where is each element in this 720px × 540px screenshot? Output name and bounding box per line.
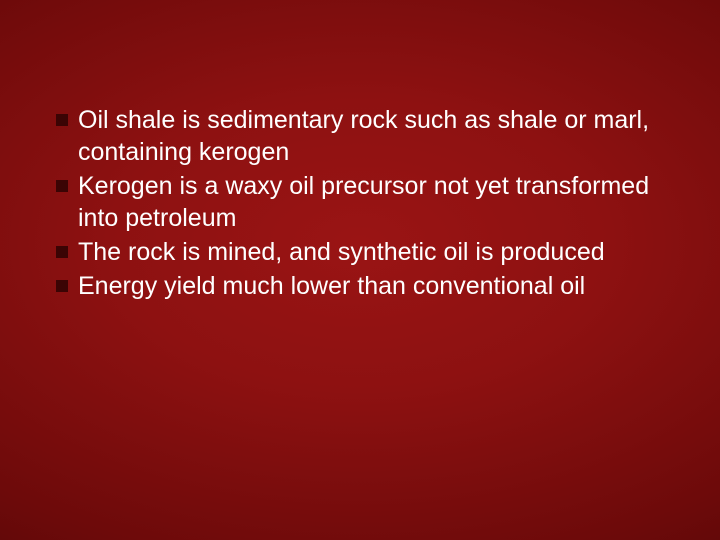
bullet-text: Energy yield much lower than conventiona… <box>78 272 585 300</box>
bullet-text: Kerogen is a waxy oil precursor not yet … <box>78 172 649 232</box>
square-bullet-icon <box>56 246 68 258</box>
list-item: Energy yield much lower than conventiona… <box>56 270 672 302</box>
bullet-list: Oil shale is sedimentary rock such as sh… <box>56 104 672 302</box>
bullet-text: The rock is mined, and synthetic oil is … <box>78 238 605 266</box>
list-item: Kerogen is a waxy oil precursor not yet … <box>56 170 672 234</box>
list-item: Oil shale is sedimentary rock such as sh… <box>56 104 672 168</box>
square-bullet-icon <box>56 180 68 192</box>
bullet-text: Oil shale is sedimentary rock such as sh… <box>78 106 649 166</box>
square-bullet-icon <box>56 114 68 126</box>
square-bullet-icon <box>56 280 68 292</box>
list-item: The rock is mined, and synthetic oil is … <box>56 236 672 268</box>
slide: Oil shale is sedimentary rock such as sh… <box>0 0 720 540</box>
